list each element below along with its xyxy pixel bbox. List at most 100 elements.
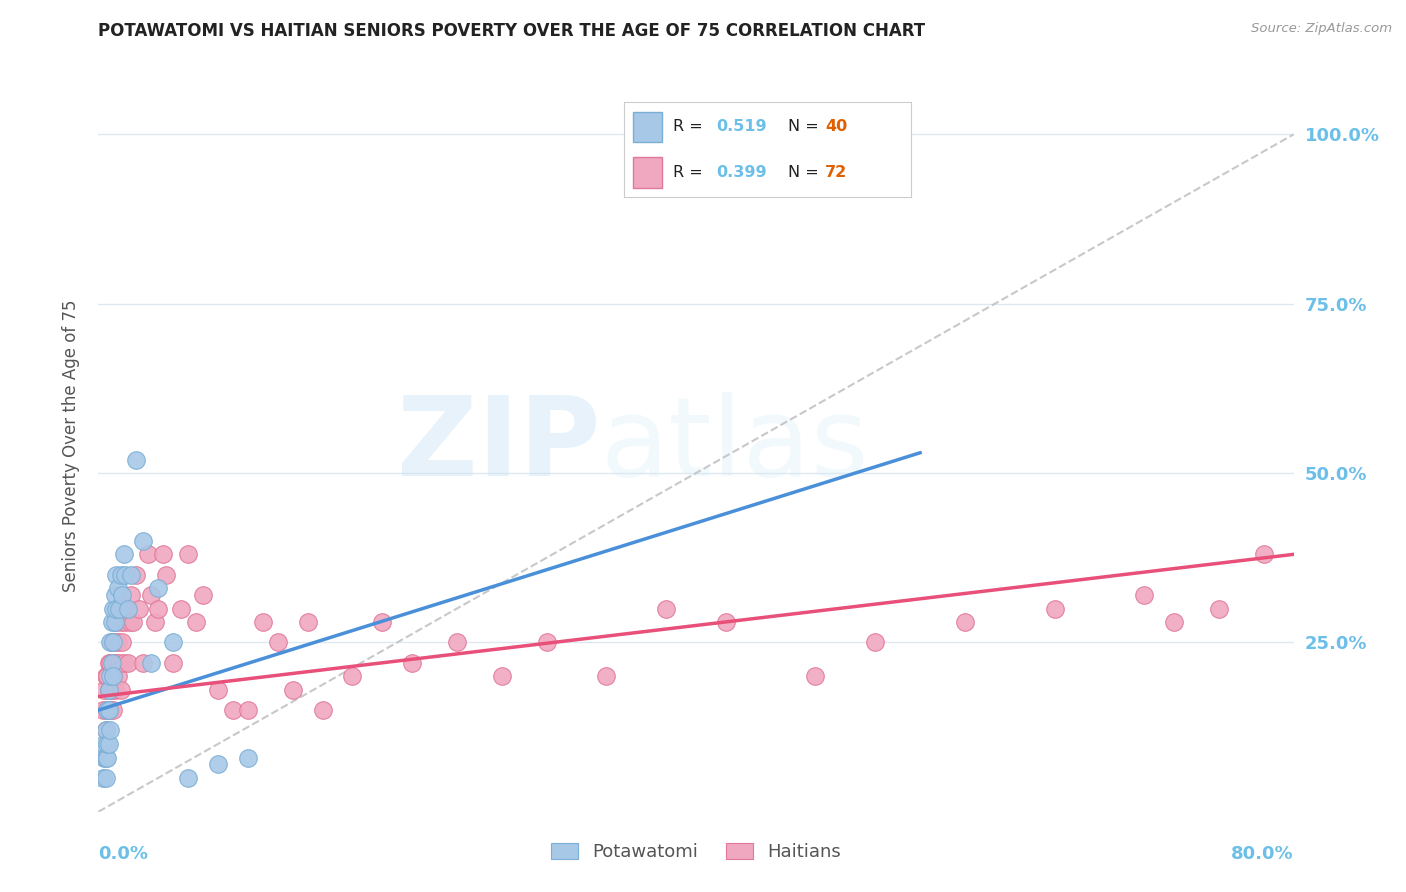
Text: atlas: atlas <box>600 392 869 500</box>
Point <box>96 669 118 683</box>
Point <box>139 656 162 670</box>
Point <box>155 567 177 582</box>
Point <box>108 601 131 615</box>
Point <box>169 601 191 615</box>
Point <box>148 581 170 595</box>
Point <box>115 601 138 615</box>
Point <box>1163 615 1185 629</box>
Point <box>105 601 128 615</box>
Point <box>311 703 333 717</box>
Point <box>118 615 141 629</box>
Point <box>110 682 132 697</box>
Point <box>100 656 122 670</box>
Point <box>297 615 319 629</box>
Point <box>103 669 125 683</box>
Point <box>103 703 125 717</box>
Point <box>107 581 129 595</box>
Point <box>103 601 125 615</box>
Point <box>177 771 200 785</box>
Point <box>97 737 120 751</box>
Point <box>143 615 166 629</box>
Point <box>125 567 148 582</box>
Point <box>100 723 122 738</box>
Point <box>132 656 155 670</box>
Point <box>96 703 118 717</box>
Point <box>342 669 364 683</box>
Point <box>97 703 120 717</box>
Point <box>104 615 127 629</box>
Y-axis label: Seniors Poverty Over the Age of 75: Seniors Poverty Over the Age of 75 <box>62 300 80 592</box>
Point <box>110 615 132 629</box>
Point <box>148 601 170 615</box>
Point <box>93 737 115 751</box>
Point <box>105 656 128 670</box>
Point <box>446 635 468 649</box>
Point <box>207 757 229 772</box>
Point <box>953 615 976 629</box>
Point <box>125 452 148 467</box>
Text: 80.0%: 80.0% <box>1230 845 1294 863</box>
Point <box>371 615 394 629</box>
Point <box>162 656 184 670</box>
Point <box>107 669 129 683</box>
Point <box>132 533 155 548</box>
Point <box>97 682 120 697</box>
Text: 0.0%: 0.0% <box>98 845 149 863</box>
Point <box>177 547 200 561</box>
Point <box>111 635 134 649</box>
Point <box>136 547 159 561</box>
Point <box>108 601 131 615</box>
Point <box>281 682 304 697</box>
Point <box>101 635 124 649</box>
Point <box>100 703 122 717</box>
Text: Source: ZipAtlas.com: Source: ZipAtlas.com <box>1251 22 1392 36</box>
Point <box>595 669 617 683</box>
Point <box>108 656 131 670</box>
Point <box>139 588 162 602</box>
Point <box>714 615 737 629</box>
Point <box>536 635 558 649</box>
Point <box>100 669 122 683</box>
Point <box>111 588 134 602</box>
Point <box>162 635 184 649</box>
Point <box>94 750 117 764</box>
Point <box>120 588 142 602</box>
Point <box>1043 601 1066 615</box>
Point <box>184 615 207 629</box>
Point <box>252 615 274 629</box>
Point <box>94 723 117 738</box>
Point <box>401 656 423 670</box>
Point <box>105 615 128 629</box>
Point <box>96 737 118 751</box>
Point <box>207 682 229 697</box>
Point <box>94 771 117 785</box>
Point <box>103 669 125 683</box>
Point <box>804 669 827 683</box>
Point <box>94 669 117 683</box>
Point <box>491 669 513 683</box>
Point <box>103 635 125 649</box>
Point <box>267 635 290 649</box>
Point <box>101 615 124 629</box>
Text: POTAWATOMI VS HAITIAN SENIORS POVERTY OVER THE AGE OF 75 CORRELATION CHART: POTAWATOMI VS HAITIAN SENIORS POVERTY OV… <box>98 22 925 40</box>
Point <box>110 567 132 582</box>
Point <box>101 656 124 670</box>
Point <box>94 723 117 738</box>
Text: ZIP: ZIP <box>396 392 600 500</box>
Point <box>117 601 139 615</box>
Point <box>191 588 214 602</box>
Point <box>117 656 139 670</box>
Point <box>222 703 245 717</box>
Point <box>865 635 887 649</box>
Point <box>103 656 125 670</box>
Point <box>104 635 127 649</box>
Point <box>101 682 124 697</box>
Point <box>104 588 127 602</box>
Point <box>107 635 129 649</box>
Point <box>91 703 114 717</box>
Point <box>97 656 120 670</box>
Point <box>121 615 143 629</box>
Point <box>96 750 118 764</box>
Point <box>93 682 115 697</box>
Point <box>114 615 136 629</box>
